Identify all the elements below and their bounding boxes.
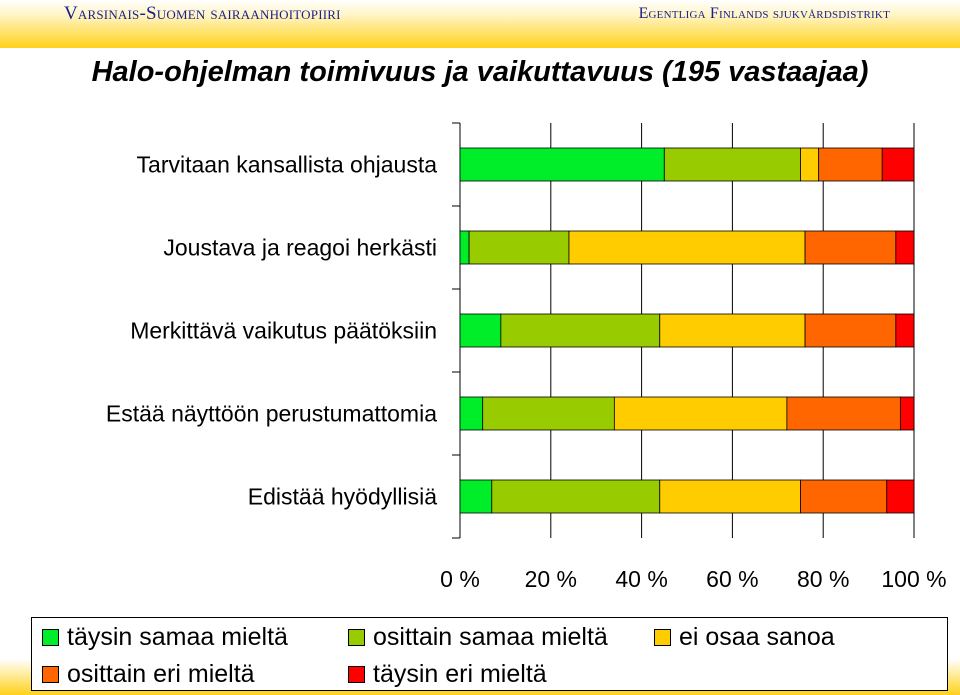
bar-segment xyxy=(786,396,901,431)
category-label: Joustava ja reagoi herkästi xyxy=(163,235,437,261)
bar-segment xyxy=(459,313,502,348)
bar-segment xyxy=(818,147,883,182)
x-tick-label: 40 % xyxy=(615,566,667,592)
bar-segment xyxy=(899,396,915,431)
x-tick-label: 0 % xyxy=(440,566,480,592)
legend-item: täysin eri mieltä xyxy=(348,660,547,689)
bar-segment xyxy=(895,230,915,265)
category-label: Edistää hyödyllisiä xyxy=(248,484,437,510)
bar-segment xyxy=(659,313,806,348)
legend-item: ei osaa sanoa xyxy=(654,623,835,652)
bar-segment xyxy=(881,147,915,182)
header-right-text: Egentliga Finlands sjukvårdsdistrikt xyxy=(638,5,890,22)
x-tick-label: 20 % xyxy=(525,566,577,592)
bar-segment xyxy=(459,396,484,431)
bar-segment xyxy=(459,230,470,265)
bar-segment xyxy=(459,147,665,182)
legend-swatch xyxy=(348,666,365,683)
category-label: Merkittävä vaikutus päätöksiin xyxy=(130,318,437,344)
bar-segment xyxy=(482,396,615,431)
bar-segment xyxy=(613,396,788,431)
legend-swatch xyxy=(348,629,365,646)
x-tick-label: 100 % xyxy=(881,566,946,592)
bar-segment xyxy=(800,147,820,182)
legend-label: osittain samaa mieltä xyxy=(373,623,608,651)
category-label: Tarvitaan kansallista ohjausta xyxy=(137,152,438,178)
legend-swatch xyxy=(654,629,671,646)
x-tick-label: 60 % xyxy=(706,566,758,592)
bar-segment xyxy=(663,147,801,182)
legend: täysin samaa mieltä osittain samaa mielt… xyxy=(31,617,948,691)
legend-swatch xyxy=(42,629,59,646)
bar-segment xyxy=(804,230,897,265)
bar-segment xyxy=(886,479,915,514)
chart-title: Halo-ohjelman toimivuus ja vaikuttavuus … xyxy=(91,56,869,88)
legend-label: osittain eri mieltä xyxy=(67,660,255,688)
legend-label: täysin samaa mieltä xyxy=(67,623,288,651)
legend-item: täysin samaa mieltä xyxy=(42,623,288,652)
bar-segment xyxy=(895,313,915,348)
bar-segment xyxy=(800,479,888,514)
bar-segment xyxy=(804,313,897,348)
bar-segment xyxy=(468,230,570,265)
category-label: Estää näyttöön perustumattomia xyxy=(106,401,437,427)
legend-label: täysin eri mieltä xyxy=(373,660,547,688)
bar-segment xyxy=(500,313,661,348)
legend-swatch xyxy=(42,666,59,683)
bar-segment xyxy=(459,479,493,514)
header-band xyxy=(0,0,960,48)
legend-item: osittain samaa mieltä xyxy=(348,623,608,652)
legend-item: osittain eri mieltä xyxy=(42,660,255,689)
legend-label: ei osaa sanoa xyxy=(679,623,835,651)
bar-segment xyxy=(568,230,806,265)
bar-segment xyxy=(491,479,661,514)
header-left-text: Varsinais-Suomen sairaanhoitopiiri xyxy=(64,3,341,24)
x-tick-label: 80 % xyxy=(797,566,849,592)
bar-segment xyxy=(659,479,801,514)
